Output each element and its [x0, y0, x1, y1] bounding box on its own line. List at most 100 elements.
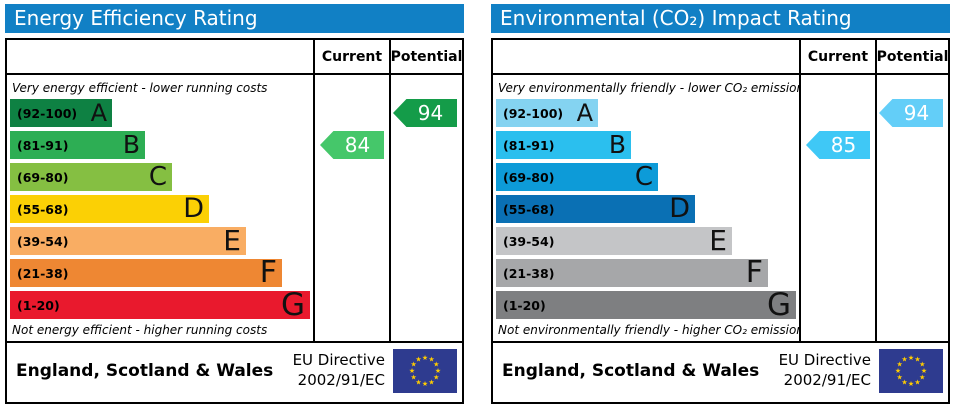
band-range-label: (55-68) [503, 201, 555, 217]
svg-text:★: ★ [914, 378, 920, 386]
top-note: Very environmentally friendly - lower CO… [498, 81, 799, 95]
band-letter: D [669, 193, 690, 224]
band-range-label: (39-54) [17, 233, 69, 249]
band-e: (39-54) E [10, 227, 246, 255]
bottom-note: Not energy efficient - higher running co… [12, 323, 268, 337]
bottom-note: Not environmentally friendly - higher CO… [498, 323, 799, 337]
band-range-label: (81-91) [17, 137, 69, 153]
rating-body-row: Very environmentally friendly - lower CO… [493, 75, 948, 341]
eu-flag-icon: ★ ★ ★★ ★★ ★★ ★★ ★★ [393, 348, 457, 393]
band-a: (92-100) A [10, 99, 112, 127]
current-rating-cell: 85 [799, 75, 875, 341]
eu-directive-line2: 2002/91/EC [297, 370, 385, 389]
svg-text:★: ★ [435, 367, 441, 375]
svg-text:★: ★ [428, 378, 434, 386]
region-label: England, Scotland & Wales [16, 360, 274, 381]
current-rating-value: 84 [344, 133, 371, 157]
current-rating-cell: 84 [313, 75, 389, 341]
footer-row: England, Scotland & Wales EU Directive 2… [7, 341, 462, 398]
svg-text:★: ★ [428, 355, 434, 363]
eu-directive-line2: 2002/91/EC [783, 370, 871, 389]
eu-directive-line1: EU Directive [778, 351, 871, 369]
band-range-label: (92-100) [17, 105, 78, 121]
svg-text:★: ★ [415, 355, 421, 363]
svg-text:★: ★ [901, 378, 907, 386]
band-range-label: (55-68) [17, 201, 69, 217]
band-b: (81-91) B [496, 131, 631, 159]
current-column-header: Current [313, 40, 389, 73]
svg-text:★: ★ [422, 354, 428, 362]
band-letter: F [259, 255, 277, 290]
rating-bands: (92-100) A (81-91) B (69-80) C (55-68) D [496, 99, 799, 323]
energy-efficiency-panel: Energy Efficiency Rating Current Potenti… [5, 4, 464, 404]
band-letter: C [634, 162, 653, 192]
band-c: (69-80) C [10, 163, 172, 191]
band-range-label: (69-80) [17, 169, 69, 185]
svg-text:★: ★ [433, 360, 439, 368]
potential-rating-arrow: 94 [393, 99, 457, 127]
current-rating-arrow: 84 [320, 131, 384, 159]
band-range-label: (1-20) [17, 297, 60, 313]
rating-bands-area: Very environmentally friendly - lower CO… [493, 75, 799, 341]
energy-efficiency-table: Current Potential Very energy efficient … [5, 38, 464, 404]
region-label: England, Scotland & Wales [502, 360, 760, 381]
rating-bands-area: Very energy efficient - lower running co… [7, 75, 313, 341]
svg-text:★: ★ [921, 367, 927, 375]
band-b: (81-91) B [10, 131, 145, 159]
energy-efficiency-title: Energy Efficiency Rating [5, 4, 464, 33]
band-letter: E [709, 224, 727, 257]
eu-directive-label: EU Directive 2002/91/EC [779, 351, 871, 390]
svg-text:★: ★ [908, 380, 914, 388]
header-spacer-cell [493, 40, 799, 73]
potential-column-header: Potential [875, 40, 948, 73]
band-c: (69-80) C [496, 163, 658, 191]
current-column-header: Current [799, 40, 875, 73]
band-e: (39-54) E [496, 227, 732, 255]
eu-flag-icon: ★ ★ ★★ ★★ ★★ ★★ ★★ [879, 348, 943, 393]
band-letter: B [122, 130, 140, 159]
band-letter: F [745, 255, 763, 290]
band-range-label: (69-80) [503, 169, 555, 185]
band-range-label: (21-38) [503, 265, 555, 281]
band-range-label: (92-100) [503, 105, 564, 121]
column-header-row: Current Potential [493, 40, 948, 75]
svg-text:★: ★ [411, 373, 417, 381]
band-f: (21-38) F [10, 255, 282, 290]
svg-text:★: ★ [919, 360, 925, 368]
column-header-row: Current Potential [7, 40, 462, 75]
svg-text:★: ★ [914, 355, 920, 363]
band-letter: E [223, 224, 241, 257]
svg-text:★: ★ [433, 373, 439, 381]
svg-text:★: ★ [908, 354, 914, 362]
rating-bands: (92-100) A (81-91) B (69-80) C (55-68) D [10, 99, 313, 321]
potential-rating-arrow: 94 [879, 99, 943, 127]
band-letter: A [576, 99, 593, 127]
potential-rating-value: 94 [903, 101, 930, 125]
svg-text:★: ★ [895, 367, 901, 375]
svg-text:★: ★ [422, 380, 428, 388]
band-g: (1-20) G [10, 290, 310, 321]
band-d: (55-68) D [496, 195, 695, 223]
band-range-label: (39-54) [503, 233, 555, 249]
potential-column-header: Potential [389, 40, 462, 73]
footer-row: England, Scotland & Wales EU Directive 2… [493, 341, 948, 398]
svg-text:★: ★ [901, 355, 907, 363]
band-a: (92-100) A [496, 99, 598, 127]
potential-rating-cell: 94 [389, 75, 462, 341]
svg-text:★: ★ [919, 373, 925, 381]
band-letter: G [766, 287, 791, 323]
svg-text:★: ★ [897, 360, 903, 368]
eu-directive-label: EU Directive 2002/91/EC [293, 351, 385, 390]
band-letter: A [90, 99, 107, 127]
potential-rating-cell: 94 [875, 75, 948, 341]
band-range-label: (1-20) [503, 297, 546, 313]
environmental-impact-title: Environmental (CO₂) Impact Rating [491, 4, 950, 33]
svg-text:★: ★ [409, 367, 415, 375]
band-range-label: (21-38) [17, 265, 69, 281]
svg-text:★: ★ [415, 378, 421, 386]
environmental-impact-panel: Environmental (CO₂) Impact Rating Curren… [491, 4, 950, 404]
environmental-impact-table: Current Potential Very environmentally f… [491, 38, 950, 404]
current-rating-value: 85 [830, 133, 857, 157]
svg-text:★: ★ [897, 373, 903, 381]
band-letter: D [183, 193, 204, 224]
